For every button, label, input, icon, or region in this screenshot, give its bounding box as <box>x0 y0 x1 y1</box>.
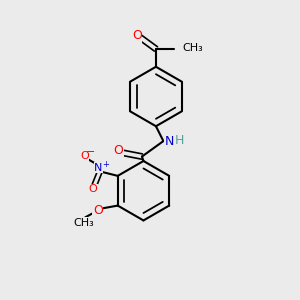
Text: N: N <box>94 163 103 173</box>
Text: O: O <box>93 203 103 217</box>
Text: O: O <box>113 144 123 157</box>
Text: CH₃: CH₃ <box>73 218 94 228</box>
Text: +: + <box>102 160 109 169</box>
Text: −: − <box>86 147 96 158</box>
Text: H: H <box>175 134 184 147</box>
Text: N: N <box>165 135 174 148</box>
Text: CH₃: CH₃ <box>183 44 203 53</box>
Text: O: O <box>132 29 142 42</box>
Text: O: O <box>89 184 98 194</box>
Text: O: O <box>80 151 89 161</box>
